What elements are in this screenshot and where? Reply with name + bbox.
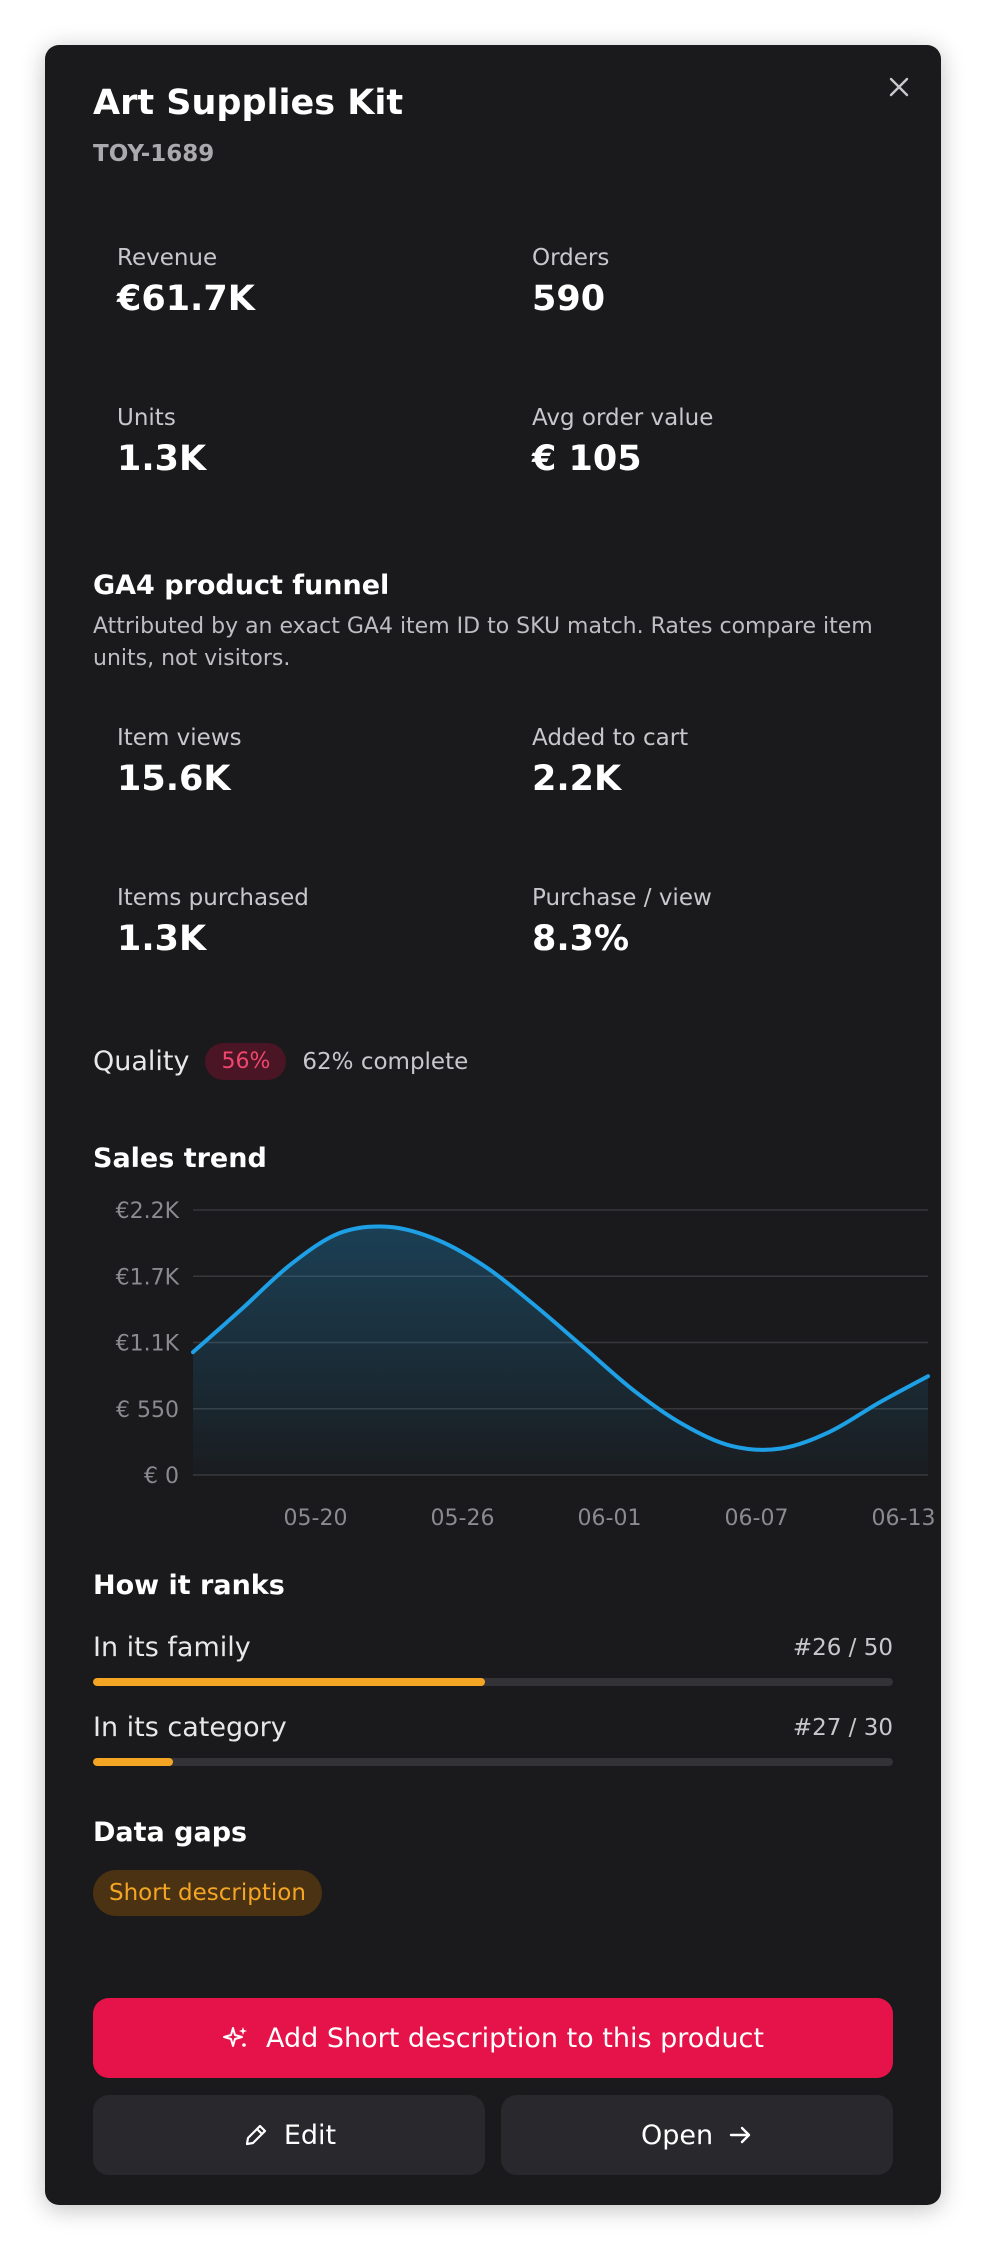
stat-revenue: Revenue €61.7K [117, 245, 497, 319]
rank-family-position: #26 / 50 [792, 1635, 893, 1661]
x-tick-label: 06-01 [578, 1506, 642, 1531]
edit-label: Edit [283, 2119, 337, 2151]
stat-value: 15.6K [117, 759, 231, 799]
rank-family-track [93, 1678, 893, 1686]
funnel-added-to-cart: Added to cart 2.2K [532, 725, 912, 799]
stat-value: 1.3K [117, 439, 207, 479]
rank-family-fill [93, 1678, 485, 1686]
funnel-item-views: Item views 15.6K [117, 725, 497, 799]
pencil-icon [242, 2121, 270, 2149]
y-tick-label: €1.7K [116, 1265, 180, 1290]
y-tick-label: € 0 [144, 1464, 179, 1489]
arrow-right-icon [727, 2122, 753, 2148]
x-tick-label: 06-07 [725, 1506, 789, 1531]
x-tick-label: 06-13 [872, 1506, 936, 1531]
rank-category-label: In its category [93, 1712, 287, 1743]
stat-label: Added to cart [532, 725, 689, 751]
funnel-purchase-per-view: Purchase / view 8.3% [532, 885, 912, 959]
stat-value: € 105 [532, 439, 642, 479]
stat-label: Purchase / view [532, 885, 712, 911]
stat-value: 8.3% [532, 919, 630, 959]
add-short-description-button[interactable]: Add Short description to this product [93, 1998, 893, 2078]
stat-orders: Orders 590 [532, 245, 912, 319]
funnel-title: GA4 product funnel [93, 570, 390, 601]
stat-label: Avg order value [532, 405, 714, 431]
stat-avg-order-value: Avg order value € 105 [532, 405, 912, 479]
product-title: Art Supplies Kit [93, 83, 404, 123]
sales-trend-title: Sales trend [93, 1143, 267, 1174]
funnel-description: Attributed by an exact GA4 item ID to SK… [93, 614, 873, 671]
quality-row: Quality 56% 62% complete [93, 1043, 468, 1080]
data-gap-badge: Short description [93, 1870, 322, 1916]
rank-category-track [93, 1758, 893, 1766]
stat-label: Units [117, 405, 176, 431]
sales-trend-chart: €2.2K €1.7K €1.1K € 550 € 0 05-20 05-26 06-01 06… [116, 1199, 936, 1531]
add-short-description-label: Add Short description to this product [266, 2022, 764, 2054]
quality-score-badge: 56% [205, 1043, 287, 1080]
stat-value: 2.2K [532, 759, 622, 799]
quality-label: Quality [93, 1046, 190, 1077]
funnel-items-purchased: Items purchased 1.3K [117, 885, 497, 959]
rank-category-fill [93, 1758, 173, 1766]
stat-units: Units 1.3K [117, 405, 497, 479]
stat-label: Orders [532, 245, 610, 271]
close-icon [889, 77, 909, 97]
product-detail-panel: Art Supplies Kit TOY-1689 Revenue €61.7K… [45, 45, 941, 2205]
rank-family-label: In its family [93, 1632, 251, 1663]
rank-category-position: #27 / 30 [792, 1715, 893, 1741]
sales-area [193, 1226, 928, 1475]
open-button[interactable]: Open [501, 2095, 893, 2175]
stat-value: 590 [532, 279, 606, 319]
product-sku: TOY-1689 [93, 141, 215, 167]
y-tick-label: € 550 [116, 1398, 179, 1423]
sparkle-icon [222, 2024, 250, 2052]
close-button[interactable] [883, 71, 915, 103]
ranks-title: How it ranks [93, 1570, 285, 1601]
quality-complete-text: 62% complete [302, 1048, 469, 1075]
stat-label: Revenue [117, 245, 218, 271]
open-label: Open [640, 2119, 714, 2151]
stat-value: €61.7K [117, 279, 255, 319]
stat-label: Items purchased [117, 885, 309, 911]
y-tick-label: €1.1K [116, 1332, 180, 1357]
edit-button[interactable]: Edit [93, 2095, 485, 2175]
sales-line [191, 1224, 930, 1452]
stat-value: 1.3K [117, 919, 207, 959]
data-gaps-title: Data gaps [93, 1817, 248, 1848]
x-tick-label: 05-26 [431, 1506, 495, 1531]
y-tick-label: €2.2K [116, 1199, 180, 1224]
stat-label: Item views [117, 725, 242, 751]
x-tick-label: 05-20 [284, 1506, 348, 1531]
